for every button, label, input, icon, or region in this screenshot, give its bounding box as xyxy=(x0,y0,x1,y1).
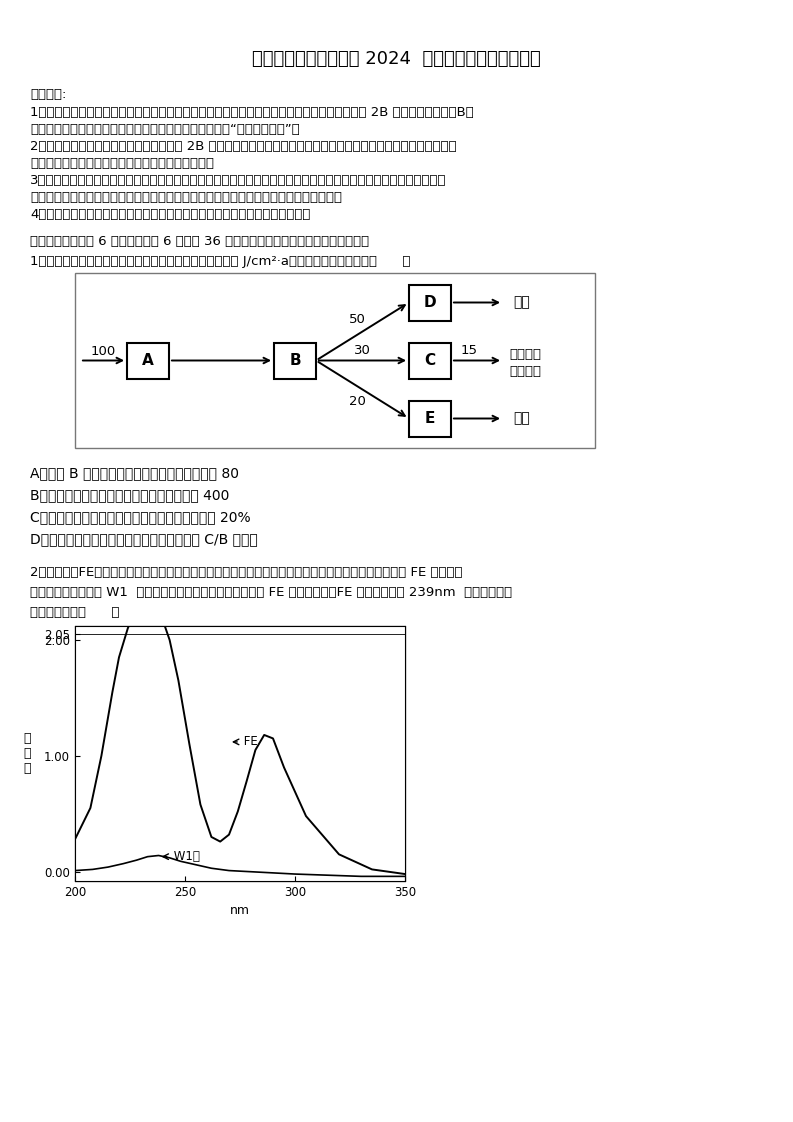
Bar xyxy=(409,401,451,436)
Text: 注意事项:: 注意事项: xyxy=(30,88,67,101)
Text: D: D xyxy=(423,295,436,310)
Text: 15: 15 xyxy=(461,344,478,357)
Text: 填涂在答题卡相应位置上。将条形码粘贴在答题卡右上角“条形码粘贴处”。: 填涂在答题卡相应位置上。将条形码粘贴在答题卡右上角“条形码粘贴处”。 xyxy=(30,123,300,136)
Bar xyxy=(274,342,316,378)
Text: 3．非选择题必须用黑色字迹的钢笔或签字笔作答，答案必须写在答题卡各题目指定区域内相应位置上；如需改动，先: 3．非选择题必须用黑色字迹的钢笔或签字笔作答，答案必须写在答题卡各题目指定区域内… xyxy=(30,174,446,187)
Text: A: A xyxy=(142,353,154,368)
Text: 4．考生必须保证答题卡的整洁。考试结束后，请将本试卷和答题卡一并交回。: 4．考生必须保证答题卡的整洁。考试结束后，请将本试卷和答题卡一并交回。 xyxy=(30,208,310,221)
Text: 者摄入量: 者摄入量 xyxy=(509,365,541,378)
Text: 50: 50 xyxy=(349,313,366,327)
Text: D．畜牧业中，放养与圈养相比，可提高图中 C/B 的比值: D．畜牧业中，放养与圈养相比，可提高图中 C/B 的比值 xyxy=(30,532,258,546)
Bar xyxy=(409,285,451,321)
Bar xyxy=(409,342,451,378)
Text: 科学家通过实验获得 W1  菌株并利用紫外分光光度计检测其对 FE 的降解效果（FE 特征吸收峰在 239nm  处），以下说: 科学家通过实验获得 W1 菌株并利用紫外分光光度计检测其对 FE 的降解效果（F… xyxy=(30,586,512,599)
Text: 100: 100 xyxy=(91,344,116,358)
Text: B: B xyxy=(289,353,301,368)
Text: 干净后，再选涂其他答案。答案不能答在试题卷上。: 干净后，再选涂其他答案。答案不能答在试题卷上。 xyxy=(30,157,214,171)
Text: 30: 30 xyxy=(354,344,371,357)
Text: W1组: W1组 xyxy=(170,850,200,863)
Text: A．图中 B 表示用于生长、发育和繁殖的能量是 80: A．图中 B 表示用于生长、发育和繁殖的能量是 80 xyxy=(30,466,239,480)
Text: 散失: 散失 xyxy=(513,412,530,425)
Bar xyxy=(127,342,169,378)
Text: 20: 20 xyxy=(349,395,366,408)
Bar xyxy=(75,273,595,448)
Text: 2．作答选择题时，选出每小题答案后，用 2B 铅笔把答题卡上对应题目选项的答案信息点涂黑；如需改动，用橡皮擦: 2．作答选择题时，选出每小题答案后，用 2B 铅笔把答题卡上对应题目选项的答案信… xyxy=(30,140,457,153)
Text: 划掉原来的答案，然后再写上新答案；不准使用铅笔和涂改液。不按以上要求作答无效。: 划掉原来的答案，然后再写上新答案；不准使用铅笔和涂改液。不按以上要求作答无效。 xyxy=(30,191,342,204)
Text: 法不正确的是（      ）: 法不正确的是（ ） xyxy=(30,606,120,619)
Text: 一、选择题：（共 6 小题，每小题 6 分，共 36 分。每小题只有一个选项符合题目要求）: 一、选择题：（共 6 小题，每小题 6 分，共 36 分。每小题只有一个选项符合… xyxy=(30,234,369,248)
Bar xyxy=(75,626,405,881)
Text: 散失: 散失 xyxy=(513,295,530,310)
Text: E: E xyxy=(425,411,435,426)
Text: 1．答卷前，考生务必将自己的姓名、准考证号、考场号和座位号填写在试题卷和答题卡上。用 2B 铅笔将试卷类型（B）: 1．答卷前，考生务必将自己的姓名、准考证号、考场号和座位号填写在试题卷和答题卡上… xyxy=(30,105,473,119)
Text: C．能量由第二营养级到第三营养级的传递效率是 20%: C．能量由第二营养级到第三营养级的传递效率是 20% xyxy=(30,511,251,524)
X-axis label: nm: nm xyxy=(230,904,250,918)
Text: 次级消费: 次级消费 xyxy=(509,348,541,361)
Text: 1．下为能量流经某生态系统中第二营养级的示意图（单位 J/cm²·a），下列说法正确的是（      ）: 1．下为能量流经某生态系统中第二营养级的示意图（单位 J/cm²·a），下列说法… xyxy=(30,255,411,268)
Y-axis label: 吸
收
值: 吸 收 值 xyxy=(24,732,31,775)
Text: FE: FE xyxy=(240,735,258,748)
Text: 四川省宜宾市第四中学 2024  年高三一诊考试生物试卷: 四川省宜宾市第四中学 2024 年高三一诊考试生物试卷 xyxy=(251,50,540,68)
Text: C: C xyxy=(424,353,435,368)
Text: B．该生态系统第一营养级同化的能量至少为 400: B．该生态系统第一营养级同化的能量至少为 400 xyxy=(30,488,229,502)
Text: 2．禾草灵（FE）是一种现代农业常用除草剂，大量使用后造成的环境污染日益严重，为获得能高效降解 FE 的菌株，: 2．禾草灵（FE）是一种现代农业常用除草剂，大量使用后造成的环境污染日益严重，为… xyxy=(30,565,462,579)
